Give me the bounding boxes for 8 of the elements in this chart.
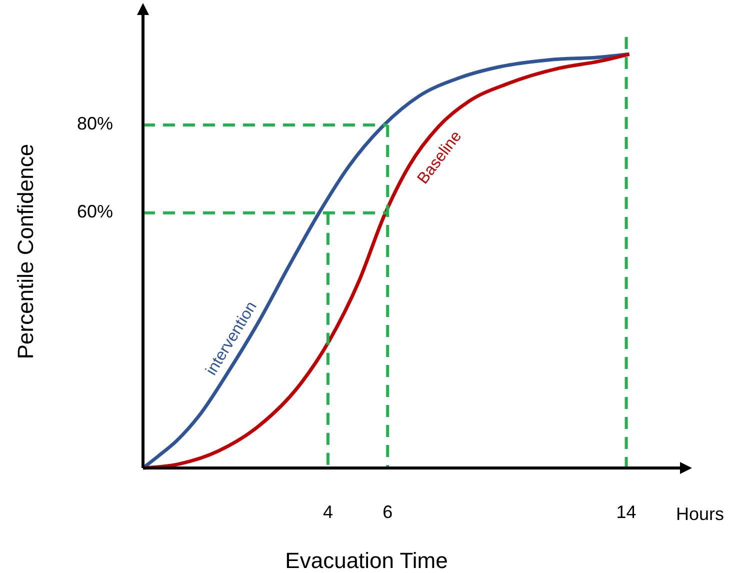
x-tick-label: 4 bbox=[322, 502, 333, 522]
x-axis-title: Evacuation Time bbox=[285, 548, 448, 573]
x-tick-label: 14 bbox=[616, 502, 636, 522]
x-tick-label: 6 bbox=[382, 502, 393, 522]
text: Hours bbox=[676, 504, 724, 524]
y-tick-label: 60% bbox=[76, 202, 113, 222]
y-axis-title: Percentile Confidence bbox=[13, 144, 38, 360]
y-tick-label: 80% bbox=[76, 114, 113, 134]
